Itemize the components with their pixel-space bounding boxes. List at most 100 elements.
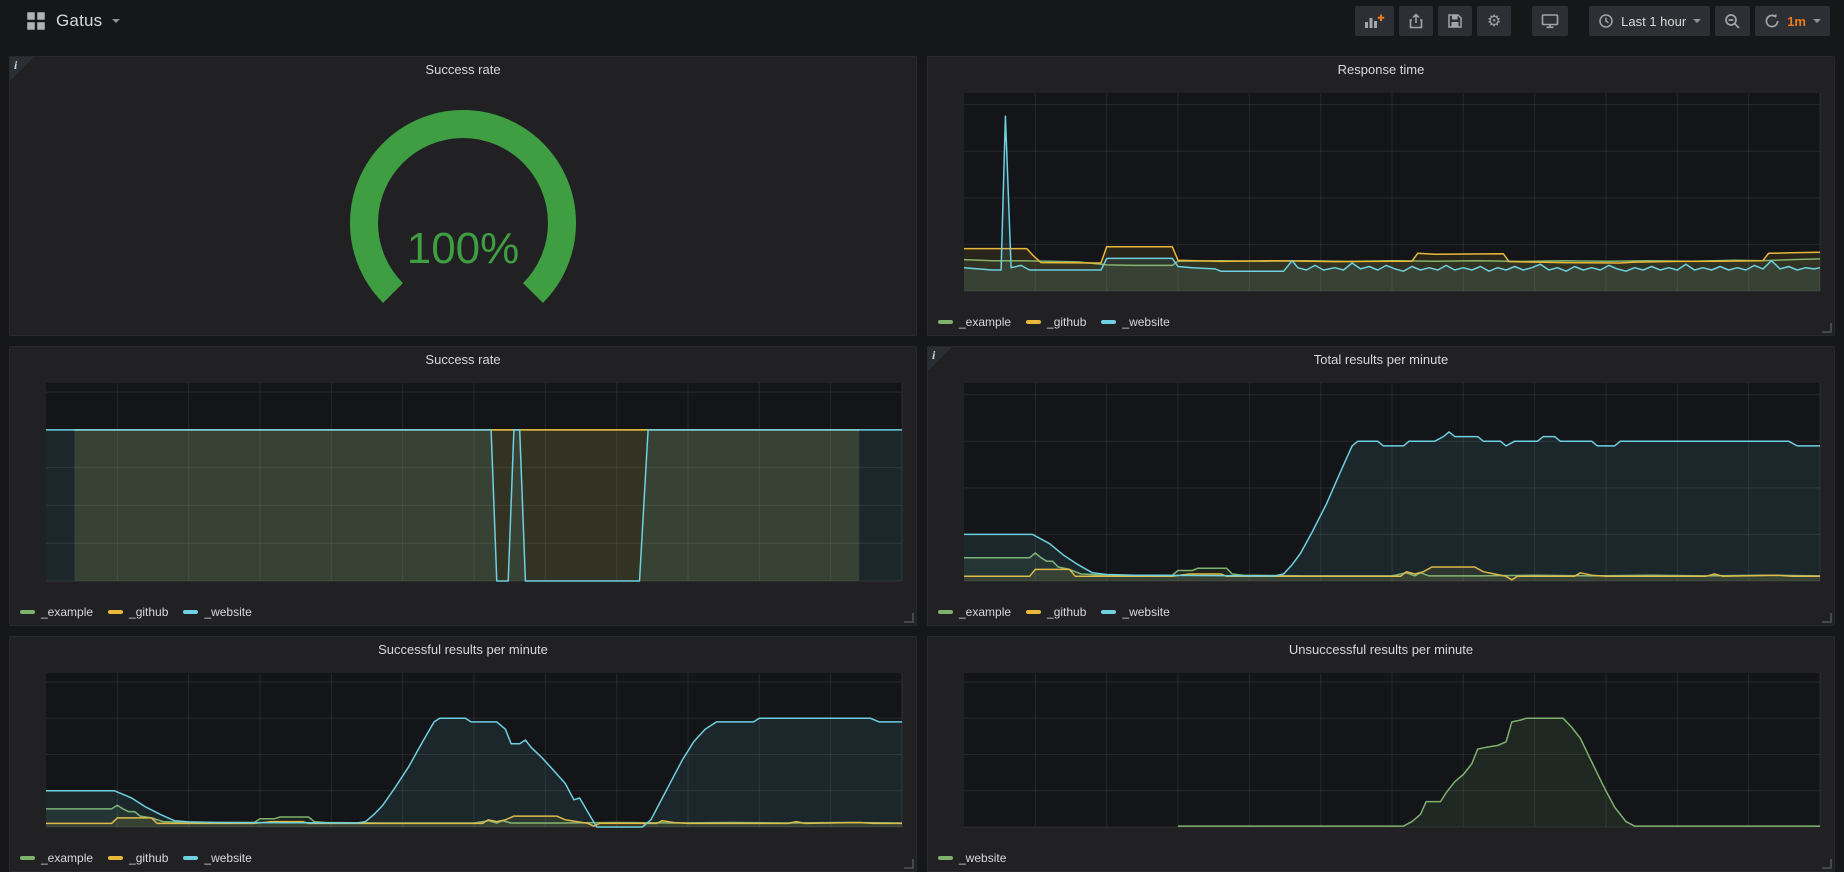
legend-color-dash [1101, 610, 1116, 614]
legend-item-_example[interactable]: _example [20, 851, 93, 865]
legend-series-name: _website [1122, 605, 1169, 619]
add-panel-button[interactable] [1355, 6, 1394, 36]
chart-legend: _website [938, 849, 1006, 867]
chart-canvas [928, 373, 1834, 601]
dashboard-grid-icon[interactable] [26, 11, 46, 31]
panel-success-rate-graph: Success rate _example _github _website [9, 346, 917, 626]
chart-canvas [928, 663, 1834, 847]
share-icon [1408, 13, 1424, 29]
gauge-_example: 100% _example [10, 83, 916, 309]
navbar: Gatus ⚙ [0, 0, 1844, 42]
panel-resize-handle[interactable] [1822, 859, 1832, 869]
chart-legend: _example _github _website [20, 849, 252, 867]
legend-item-_website[interactable]: _website [1101, 605, 1169, 619]
legend-color-dash [20, 856, 35, 860]
panel-resize-handle[interactable] [1822, 613, 1832, 623]
legend-series-name: _example [41, 605, 93, 619]
search-minus-icon [1724, 13, 1741, 30]
chart-successful-results[interactable] [10, 663, 916, 847]
time-range-picker-button[interactable]: Last 1 hour [1589, 6, 1710, 36]
chart-legend: _example _github _website [20, 603, 252, 621]
panel-resize-handle[interactable] [904, 859, 914, 869]
legend-color-dash [938, 856, 953, 860]
time-range-label: Last 1 hour [1621, 14, 1686, 29]
gauge-canvas: 100% _example [10, 83, 916, 309]
legend-series-name: _website [959, 851, 1006, 865]
panel-title[interactable]: Unsuccessful results per minute [928, 637, 1834, 663]
panel-title[interactable]: Total results per minute [928, 347, 1834, 373]
chart-unsuccessful-results[interactable] [928, 663, 1834, 847]
panel-unsuccessful-results: Unsuccessful results per minute _website [927, 636, 1835, 872]
legend-color-dash [108, 610, 123, 614]
panel-title[interactable]: Success rate [10, 347, 916, 373]
share-dashboard-button[interactable] [1399, 6, 1433, 36]
legend-item-_github[interactable]: _github [108, 851, 168, 865]
legend-series-name: _github [1047, 605, 1086, 619]
refresh-icon [1764, 13, 1780, 29]
gauge-label: _example [425, 306, 500, 309]
legend-item-_github[interactable]: _github [1026, 315, 1086, 329]
legend-color-dash [1026, 320, 1041, 324]
series-area-_website [46, 430, 902, 581]
legend-item-_example[interactable]: _example [20, 605, 93, 619]
panel-info-corner[interactable]: i [10, 57, 34, 81]
refresh-interval-label: 1m [1787, 14, 1806, 29]
legend-color-dash [183, 856, 198, 860]
monitor-icon [1541, 13, 1559, 29]
legend-series-name: _example [41, 851, 93, 865]
legend-item-_github[interactable]: _github [108, 605, 168, 619]
legend-series-name: _website [204, 851, 251, 865]
legend-series-name: _github [1047, 315, 1086, 329]
legend-item-_website[interactable]: _website [1101, 315, 1169, 329]
clock-icon [1598, 13, 1614, 29]
legend-item-_website[interactable]: _website [183, 851, 251, 865]
save-dashboard-button[interactable] [1438, 6, 1472, 36]
bar-chart-plus-icon [1364, 13, 1385, 29]
legend-item-_website[interactable]: _website [938, 851, 1006, 865]
legend-series-name: _website [1122, 315, 1169, 329]
legend-item-_github[interactable]: _github [1026, 605, 1086, 619]
legend-color-dash [1026, 610, 1041, 614]
dashboard-settings-button[interactable]: ⚙ [1477, 6, 1511, 36]
legend-series-name: _github [129, 605, 168, 619]
panel-title[interactable]: Success rate [10, 57, 916, 83]
gauge-row: 100%_example100%_github78.34%_website [10, 83, 916, 309]
cycle-view-mode-button[interactable] [1532, 6, 1568, 36]
panel-success-rate-gauges: i Success rate 100%_example100%_github78… [9, 56, 917, 336]
legend-item-_website[interactable]: _website [183, 605, 251, 619]
panel-response-time: Response time _example _github _website [927, 56, 1835, 336]
dashboard-title[interactable]: Gatus [56, 11, 102, 31]
panel-total-results: i Total results per minute _example _gith… [927, 346, 1835, 626]
chart-canvas [10, 663, 916, 847]
legend-color-dash [20, 610, 35, 614]
chart-canvas [10, 373, 916, 601]
legend-series-name: _github [129, 851, 168, 865]
series-group [46, 430, 902, 581]
legend-color-dash [938, 320, 953, 324]
dashboard-dropdown-caret-icon[interactable] [112, 19, 120, 23]
legend-item-_example[interactable]: _example [938, 315, 1011, 329]
chart-legend: _example _github _website [938, 603, 1170, 621]
refresh-button[interactable]: 1m [1755, 6, 1830, 36]
legend-color-dash [1101, 320, 1116, 324]
info-icon: i [14, 58, 17, 73]
panel-resize-handle[interactable] [904, 613, 914, 623]
legend-series-name: _website [204, 605, 251, 619]
panel-resize-handle[interactable] [1822, 323, 1832, 333]
panel-successful-results: Successful results per minute _example _g… [9, 636, 917, 872]
panel-title[interactable]: Successful results per minute [10, 637, 916, 663]
save-icon [1447, 13, 1463, 29]
chart-success-rate[interactable] [10, 373, 916, 601]
time-range-caret-icon [1693, 19, 1701, 23]
chart-canvas [928, 83, 1834, 311]
legend-item-_example[interactable]: _example [938, 605, 1011, 619]
legend-series-name: _example [959, 315, 1011, 329]
legend-color-dash [938, 610, 953, 614]
panel-info-corner[interactable]: i [928, 347, 952, 371]
chart-response-time[interactable] [928, 83, 1834, 311]
chart-total-results[interactable] [928, 373, 1834, 601]
zoom-out-time-button[interactable] [1715, 6, 1750, 36]
info-icon: i [932, 348, 935, 363]
panel-title[interactable]: Response time [928, 57, 1834, 83]
gauge-value: 100% [407, 224, 520, 273]
